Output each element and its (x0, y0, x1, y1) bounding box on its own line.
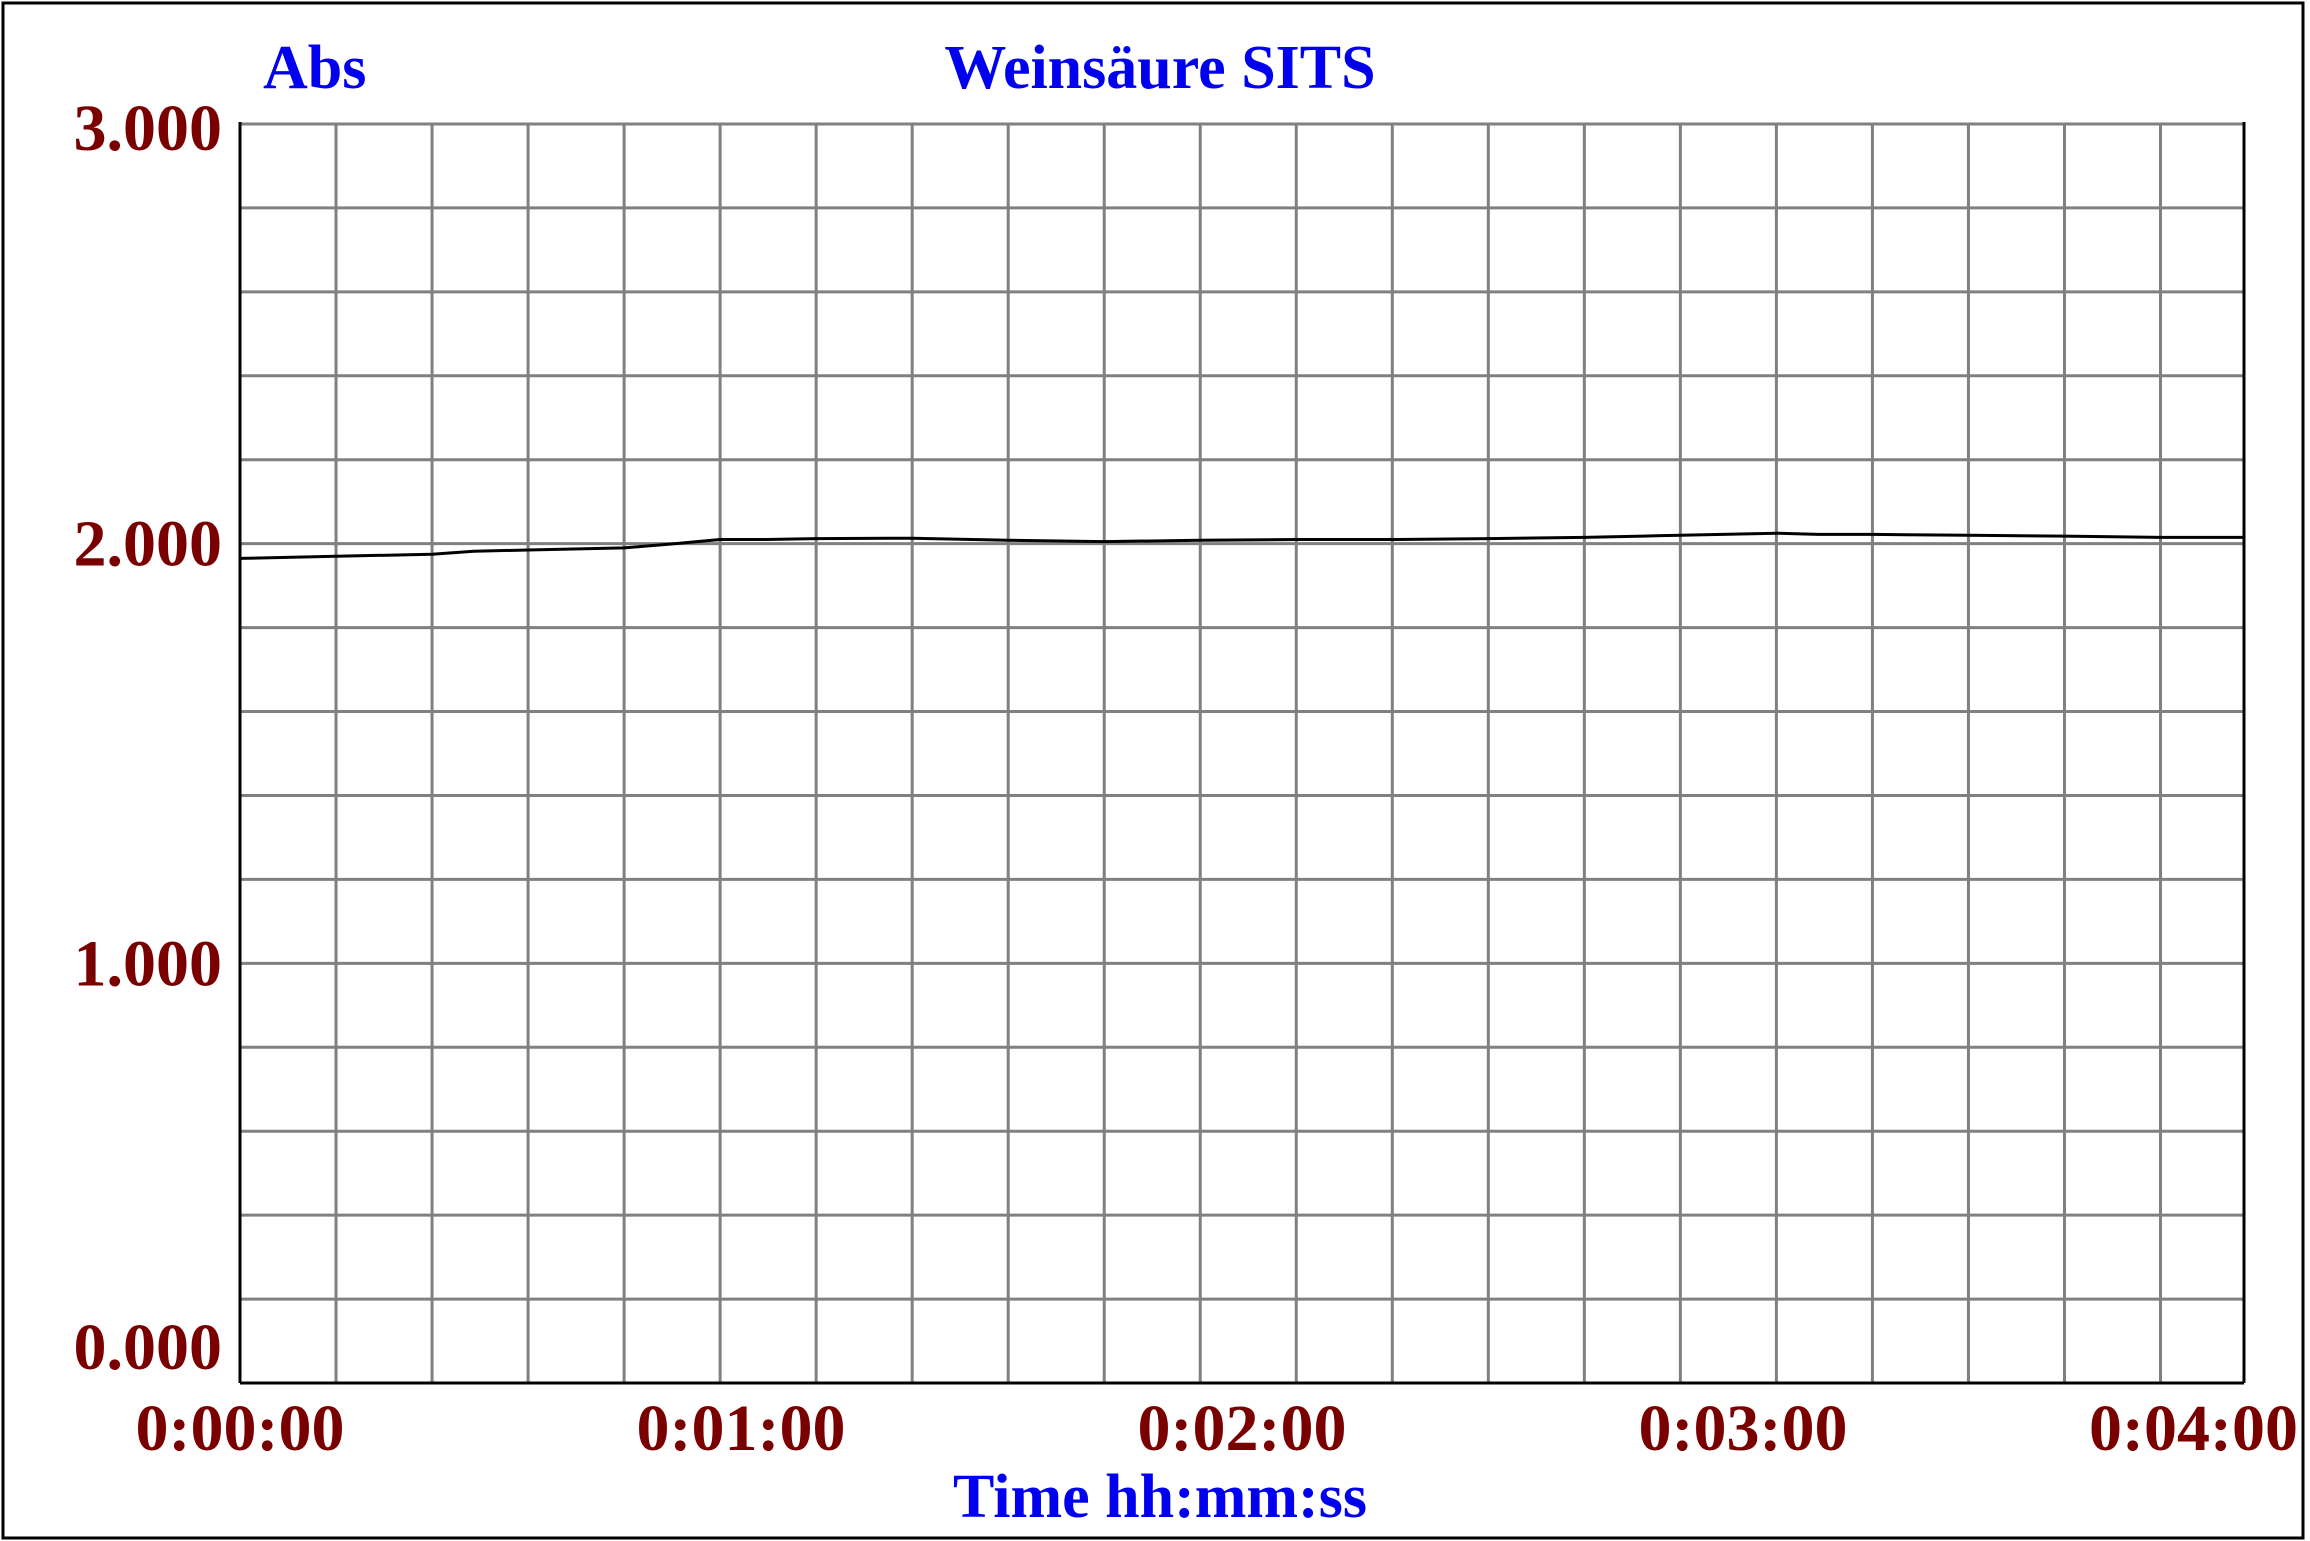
x-tick-label: 0:02:00 (1138, 1392, 1347, 1465)
grid (240, 122, 2244, 1383)
y-tick-label: 0.000 (74, 1311, 223, 1384)
axes (238, 122, 2246, 1385)
y-tick-label: 1.000 (74, 927, 223, 1000)
x-tick-label: 0:01:00 (637, 1392, 846, 1465)
series-line-1 (239, 531, 2244, 560)
x-tick-label: 0:03:00 (1639, 1392, 1848, 1465)
y-tick-label: 3.000 (74, 92, 223, 165)
y-axis-label: Abs (263, 34, 366, 102)
y-tick-label: 2.000 (74, 508, 223, 581)
series-layer (239, 531, 2244, 560)
tick-labels: 0.000 1.000 2.000 3.000 0:00:00 0:01:00 0:02:0… (74, 92, 2299, 1465)
chart-title: Weinsäure SITS (944, 34, 1375, 102)
x-tick-label: 0:00:00 (136, 1392, 345, 1465)
x-axis-label: Time hh:mm:ss (953, 1463, 1367, 1531)
labels: Abs Weinsäure SITS Time hh:mm:ss (263, 34, 1376, 1531)
x-tick-label: 0:04:00 (2089, 1392, 2298, 1465)
